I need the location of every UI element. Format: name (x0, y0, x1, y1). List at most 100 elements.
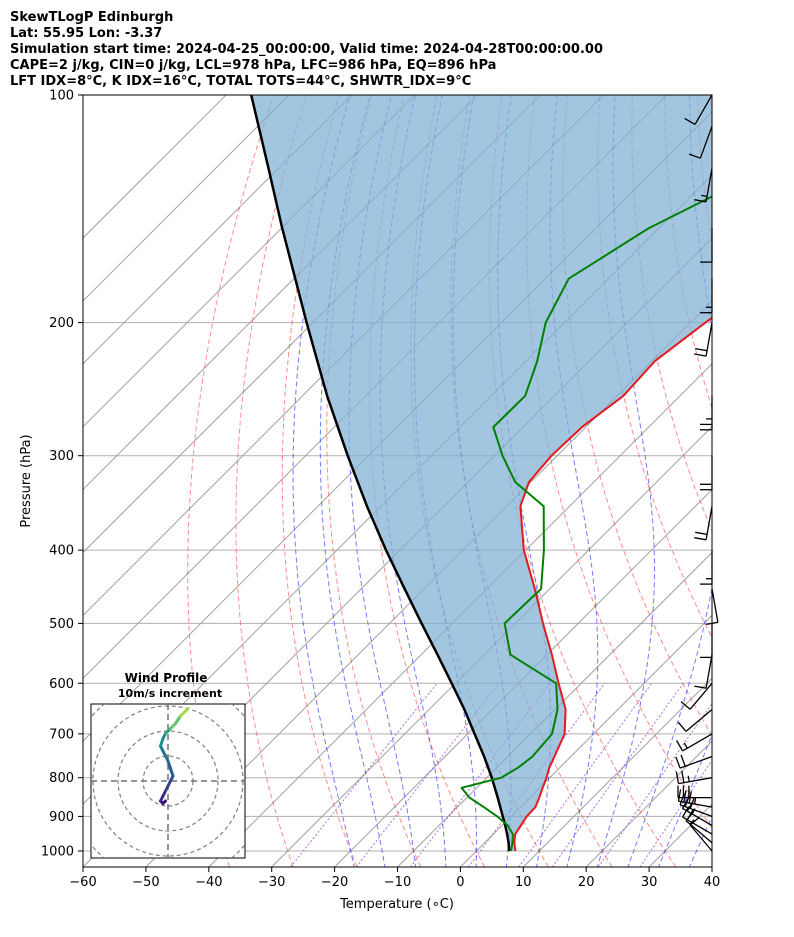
x-tick-label: 10 (515, 875, 532, 890)
hodograph-segment (161, 749, 170, 763)
isotherm-line (83, 95, 290, 302)
wind-barb-flag (689, 816, 700, 826)
wind-barb-flag (705, 621, 719, 626)
wind-barb (689, 816, 713, 852)
wind-barb (700, 550, 713, 585)
y-tick-label: 200 (49, 316, 74, 331)
wind-barb (688, 126, 713, 159)
moist-adiabat (292, 95, 355, 867)
wind-barb-staff (685, 709, 713, 732)
wind-barb-staff (689, 682, 713, 710)
x-tick-label: 0 (456, 875, 464, 890)
mixing-ratio-line (290, 682, 438, 867)
isotherm-line (208, 363, 712, 867)
wind-barb-flag (695, 347, 708, 352)
wind-barb (705, 588, 719, 626)
wind-barb (675, 770, 713, 785)
y-tick-label: 600 (49, 677, 74, 692)
isotherm-line (775, 95, 794, 867)
wind-barb-flag (694, 685, 707, 689)
y-tick-label: 700 (49, 727, 74, 742)
isotherm-line (334, 488, 712, 867)
dry-adiabat (281, 95, 358, 867)
wind-barb-staff (682, 816, 713, 835)
moist-adiabat (319, 95, 386, 867)
wind-barb-flag (688, 153, 701, 159)
isotherm-line (271, 425, 712, 867)
wind-barb (694, 168, 713, 203)
x-tick-label: −40 (195, 875, 222, 890)
wind-barb-flag (693, 797, 697, 805)
wind-profile-inset: Wind Profile 10m/s increment (90, 671, 246, 859)
wind-barb (700, 623, 713, 659)
inset-subtitle: 10m/s increment (118, 687, 222, 700)
plot-clip-group (83, 95, 794, 867)
wind-barb-staff (705, 506, 713, 540)
dry-adiabat (763, 95, 794, 867)
inset-title: Wind Profile (125, 671, 208, 685)
wind-barb (682, 806, 713, 835)
wind-barb (676, 733, 713, 752)
mixing-ratio-line (639, 759, 712, 867)
x-tick-label: −10 (384, 875, 411, 890)
y-tick-label: 100 (49, 89, 74, 104)
dry-adiabat (369, 95, 485, 867)
wind-barb-staff (705, 654, 713, 689)
wind-barb-flag (686, 809, 694, 821)
wind-barb (700, 228, 713, 263)
dry-adiabat (597, 95, 712, 639)
isotherm-line (83, 95, 353, 365)
wind-barb-flag (680, 701, 691, 710)
hodograph-segment (179, 707, 190, 718)
wind-barb-flag (689, 796, 696, 809)
wind-barb-flag (694, 199, 707, 203)
chart-title: SkewTLogP Edinburgh (10, 10, 173, 25)
hodograph-segment (166, 774, 175, 788)
wind-barb-staff (699, 126, 713, 159)
isotherm-line (145, 300, 712, 867)
wind-barb-flag (682, 806, 690, 818)
x-tick-label: −30 (258, 875, 285, 890)
x-tick-label: 30 (641, 875, 658, 890)
wind-barb-flag (677, 789, 682, 802)
isotherm-line (460, 614, 712, 867)
mixing-ratio-line (468, 683, 606, 867)
wind-barb-staff (711, 588, 719, 623)
wind-barbs (675, 94, 719, 852)
wind-barb-staff (678, 800, 713, 808)
y-tick-label: 800 (49, 771, 74, 786)
wind-barb-flag (683, 790, 687, 803)
parcel-profile-line (249, 95, 511, 852)
y-axis-label: Pressure (hPa) (19, 434, 34, 527)
y-axis: 1000 900 800 700 600 500 400 300 200 100 (41, 89, 83, 859)
y-tick-label: 300 (49, 449, 74, 464)
moist-adiabat (596, 95, 655, 867)
wind-barb (684, 94, 713, 125)
dry-adiabat (235, 95, 307, 867)
isotherm-line (522, 677, 712, 867)
x-tick-label: 20 (578, 875, 595, 890)
wind-barb (700, 278, 713, 314)
dry-adiabat (326, 95, 422, 867)
wind-barb-staff (689, 824, 713, 852)
x-tick-label: −60 (69, 875, 96, 890)
x-tick-label: −20 (321, 875, 348, 890)
wind-barb-staff (682, 807, 713, 826)
x-tick-label: 40 (704, 875, 721, 890)
dewpoint-line (460, 195, 712, 852)
y-tick-label: 400 (49, 544, 74, 559)
wind-barb-staff (694, 94, 713, 125)
cape-line: CAPE=2 j/kg, CIN=0 j/kg, LCL=978 hPa, LF… (10, 58, 496, 73)
wind-barb-staff (705, 322, 713, 357)
wind-barb-flag (675, 756, 681, 769)
x-axis: −60 −50 −40 −30 −20 −10 0 10 20 30 40 (69, 867, 720, 890)
plot-area (83, 95, 794, 867)
wind-barb-flag (680, 754, 686, 767)
wind-barb (700, 395, 713, 431)
wind-barb-flag (677, 721, 687, 732)
wind-barb (675, 754, 713, 769)
wind-barb-flag (676, 740, 684, 752)
wind-barb-staff (679, 804, 713, 818)
x-axis-label: Temperature (∘C) (339, 897, 454, 912)
